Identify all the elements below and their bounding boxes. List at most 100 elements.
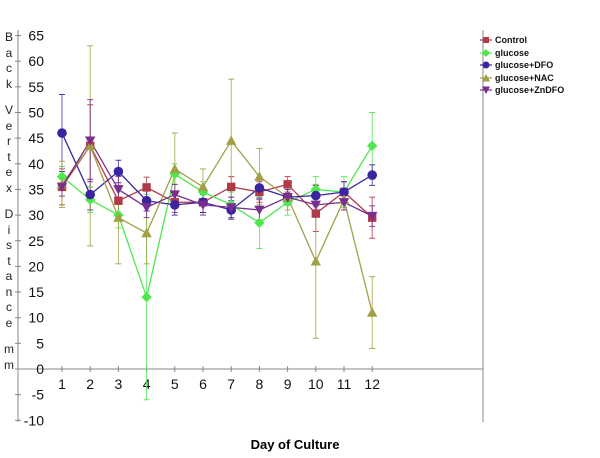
x-tick-label: 7 — [227, 376, 235, 392]
glucose-dfo-point — [170, 200, 180, 210]
y-tick-label: 65 — [28, 28, 44, 44]
legend-item-glucose: glucose — [480, 47, 564, 60]
control-point — [142, 183, 151, 192]
glucose-dfo-point — [254, 183, 265, 193]
glucose-zndfo-point — [85, 136, 96, 146]
glucose-nac-point — [254, 171, 265, 181]
y-axis-label-char: x — [6, 180, 12, 195]
y-tick-label: 40 — [28, 156, 44, 172]
glucose-nac-point — [169, 163, 180, 174]
y-axis-label-char: c — [6, 300, 12, 314]
y-axis-label-char: c — [6, 61, 12, 75]
glucose-nac-point — [141, 227, 152, 238]
legend-label: glucose+DFO — [495, 60, 554, 71]
glucose-dfo-point — [113, 166, 124, 177]
glucose-zndfo-point — [113, 185, 124, 195]
glucose-nac-point — [367, 307, 378, 317]
x-tick-label: 3 — [115, 376, 123, 392]
glucose-dfo-point — [339, 187, 349, 197]
legend-item-control: Control — [480, 34, 564, 47]
glucose-zndfo-point — [169, 190, 180, 200]
x-tick-label: 8 — [256, 376, 264, 392]
legend-marker — [480, 73, 492, 82]
legend-marker — [480, 37, 492, 44]
glucose-point — [141, 291, 152, 303]
legend-item-glucose-zndfo: glucose+ZnDFO — [480, 84, 564, 97]
legend-label: glucose+NAC — [495, 72, 554, 83]
x-tick-label: 9 — [284, 376, 292, 392]
glucose-point — [254, 217, 265, 228]
y-tick-label: 15 — [28, 284, 44, 300]
y-tick-label: -5 — [32, 387, 45, 403]
glucose-nac-point — [310, 256, 321, 266]
legend-label: Control — [495, 35, 527, 46]
y-axis-label-char: r — [7, 134, 11, 148]
y-tick-label: 50 — [28, 105, 44, 121]
legend-marker — [480, 61, 492, 69]
y-tick-label: 20 — [28, 258, 44, 274]
x-tick-label: 11 — [337, 376, 352, 392]
y-tick-label: 35 — [28, 181, 44, 197]
glucose-zndfo-line — [61, 139, 373, 217]
y-axis-label-char: B — [4, 30, 13, 44]
legend-label: glucose — [495, 47, 530, 58]
glucose-zndfo-point — [254, 205, 265, 216]
glucose-zndfo-point — [226, 203, 237, 213]
y-axis-label-char: i — [7, 222, 11, 237]
y-axis-label-char: s — [6, 238, 12, 252]
y-tick-label: 30 — [28, 207, 44, 223]
x-axis-label: Day of Culture — [250, 437, 340, 452]
y-tick-label: 5 — [36, 335, 44, 351]
glucose-zndfo-point — [367, 211, 378, 222]
x-tick-label: 6 — [199, 376, 207, 392]
control-line — [61, 144, 373, 219]
x-tick-label: 5 — [171, 376, 179, 392]
glucose-dfo-point — [311, 190, 321, 201]
x-tick-label: 1 — [58, 376, 66, 392]
glucose-nac-point — [226, 135, 237, 145]
x-tick-label: 2 — [86, 376, 94, 392]
glucose-line — [61, 145, 373, 300]
legend-marker — [480, 86, 492, 95]
x-tick-label: 12 — [364, 376, 380, 392]
chart-legend: Control glucose glucose+DFO glucose+NAC gluc… — [480, 34, 564, 97]
glucose-nac-line — [61, 139, 373, 313]
y-axis-label-char: t — [7, 149, 11, 164]
x-tick-label: 10 — [308, 376, 324, 392]
y-axis-label-char: e — [5, 165, 13, 179]
y-axis-label-char: m — [4, 357, 14, 372]
y-tick-label: 25 — [28, 233, 44, 249]
legend-item-glucose-nac: glucose+NAC — [480, 72, 564, 85]
y-tick-label: 0 — [36, 361, 44, 377]
y-axis-label-char: m — [4, 342, 14, 356]
glucose-nac-point — [197, 181, 209, 192]
glucose-zndfo-point — [282, 192, 293, 203]
y-axis-label-char: D — [4, 207, 14, 221]
glucose-zndfo-point — [197, 200, 209, 211]
glucose-zndfo-point — [141, 203, 152, 213]
legend-marker — [480, 48, 492, 57]
glucose-dfo-point — [85, 189, 95, 200]
control-point — [114, 196, 123, 205]
legend-item-glucose-dfo: glucose+DFO — [480, 59, 564, 72]
glucose-dfo-point — [57, 128, 67, 138]
glucose-dfo-point — [367, 170, 378, 180]
glucose-zndfo-point — [310, 200, 321, 211]
y-tick-label: 10 — [28, 310, 44, 326]
glucose-dfo-point — [141, 195, 152, 206]
y-tick-label: 45 — [28, 130, 44, 146]
y-tick-label: 60 — [28, 53, 44, 69]
glucose-zndfo-point — [56, 182, 68, 193]
y-axis-label-char: a — [5, 269, 13, 283]
y-axis-label-char: e — [5, 118, 13, 133]
y-axis-label-char: a — [5, 45, 13, 60]
glucose-point — [367, 140, 378, 152]
control-point — [227, 182, 236, 192]
y-axis-label-char: k — [6, 76, 12, 91]
y-axis-label-char: V — [4, 103, 13, 117]
control-point — [311, 209, 320, 218]
glucose-nac-point — [113, 212, 124, 222]
glucose-point — [56, 171, 68, 182]
